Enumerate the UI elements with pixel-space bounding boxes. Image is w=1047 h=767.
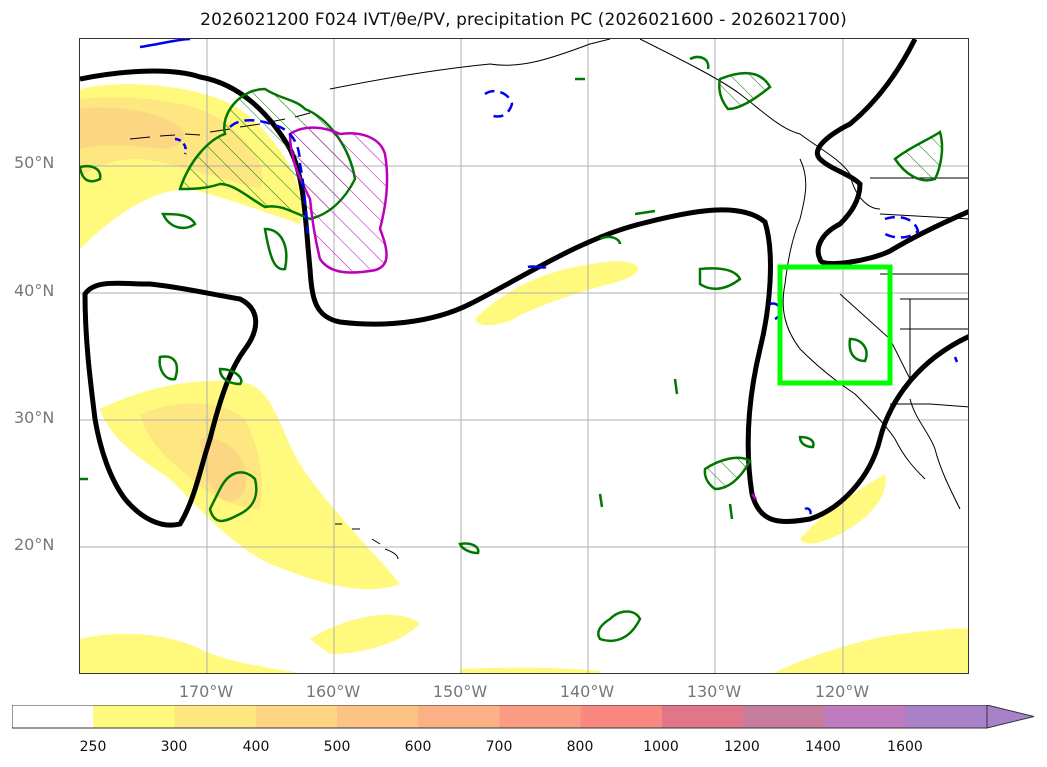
graticule xyxy=(80,39,968,673)
pv-southeast xyxy=(597,610,642,643)
coast-hawaii xyxy=(335,523,399,560)
colorbar-tick-300: 300 xyxy=(160,739,188,755)
black-contour-sw-loop xyxy=(82,280,259,528)
magenta-small-dot xyxy=(751,493,757,500)
green-pv-contours xyxy=(80,55,944,643)
pv-right-1 xyxy=(848,337,868,363)
pv-hatched-central xyxy=(703,456,752,491)
lon-label-160w: 160°W xyxy=(305,682,361,701)
ivt-fill-mid-bottom xyxy=(310,614,420,654)
pv-small-8 xyxy=(598,378,734,520)
ivt-fill-subtropical-core xyxy=(200,438,247,502)
lon-label-130w: 130°W xyxy=(686,682,742,701)
pv-small-4 xyxy=(158,355,179,381)
colorbar-tick-1000: 1000 xyxy=(643,739,679,755)
colorbar-swatch-1 xyxy=(93,705,175,728)
lon-label-120w: 120°W xyxy=(814,682,870,701)
colorbar-tick-800: 800 xyxy=(566,739,594,755)
lon-label-150w: 150°W xyxy=(432,682,488,701)
colorbar-outline xyxy=(12,705,988,729)
ivt-fill-top-bar xyxy=(460,667,600,673)
magenta-hatched-region xyxy=(288,126,389,274)
colorbar-tick-1600: 1600 xyxy=(887,739,923,755)
colorbar-swatch-9 xyxy=(743,705,825,728)
pv-hatched-ne-canada xyxy=(893,129,944,182)
pv-hatched-alaska xyxy=(718,72,772,111)
coast-baja xyxy=(909,398,961,510)
colorbar-swatch-7 xyxy=(580,705,663,728)
blue-solid-top xyxy=(139,39,191,49)
lat-label-50n: 50°N xyxy=(14,153,55,172)
lon-label-170w: 170°W xyxy=(178,682,234,701)
lat-label-30n: 30°N xyxy=(14,408,55,427)
ivt-fill-se-bottom xyxy=(773,628,968,673)
colorbar-swatch-4 xyxy=(337,705,419,728)
border-states-2 xyxy=(839,269,911,380)
pv-small-1 xyxy=(161,212,197,230)
colorbar-swatch-11 xyxy=(905,705,988,728)
blue-dashed-small xyxy=(174,137,187,155)
black-contour-ne xyxy=(815,39,968,267)
colorbar-swatch-8 xyxy=(662,705,744,728)
colorbar-tick-600: 600 xyxy=(404,739,432,755)
map-svg xyxy=(80,39,968,673)
colorbar-swatch-0 xyxy=(12,705,94,728)
pv-small-7 xyxy=(458,542,480,555)
colorbar-swatch-5 xyxy=(418,705,500,728)
lat-label-20n: 20°N xyxy=(14,535,55,554)
region-highlight-box xyxy=(777,264,893,386)
colorbar-tick-250: 250 xyxy=(79,739,107,755)
colorbar-swatch-10 xyxy=(824,705,907,728)
colorbar-swatches xyxy=(12,705,988,728)
blue-dashed-ne xyxy=(884,215,920,239)
pv-small-3 xyxy=(698,267,742,290)
pv-small-5 xyxy=(218,367,243,386)
colorbar-tick-1400: 1400 xyxy=(805,739,841,755)
coast-alaska xyxy=(329,39,881,210)
ivt-fill-aleutian-core xyxy=(80,107,184,149)
blue-solid-3 xyxy=(804,356,959,515)
border-us-mexico xyxy=(890,403,968,408)
colorbar-tick-1200: 1200 xyxy=(724,739,760,755)
colorbar-swatch-3 xyxy=(255,705,338,728)
blue-dashed-aleutian xyxy=(229,119,310,235)
figure-title: 2026021200 F024 IVT/θe/PV, precipitation… xyxy=(200,10,847,30)
blue-contours xyxy=(139,39,959,515)
lon-label-140w: 140°W xyxy=(559,682,615,701)
ivt-fill-sw-bottom xyxy=(80,633,300,673)
pv-subtropical xyxy=(208,471,258,523)
pv-small-6 xyxy=(798,435,815,449)
magenta-contours xyxy=(288,126,757,500)
colorbar-tick-500: 500 xyxy=(323,739,351,755)
colorbar xyxy=(12,705,1035,729)
pv-small-2 xyxy=(263,227,288,271)
colorbar-tick-400: 400 xyxy=(242,739,270,755)
blue-dashed-alaska xyxy=(484,89,514,118)
colorbar-swatch-6 xyxy=(499,705,582,728)
lat-label-40n: 40°N xyxy=(14,281,55,300)
pv-left-edge xyxy=(80,164,102,481)
border-states-1 xyxy=(879,213,968,379)
coast-na-west xyxy=(782,158,926,480)
blue-solid-1 xyxy=(527,265,547,269)
colorbar-tick-700: 700 xyxy=(485,739,513,755)
colorbar-swatch-2 xyxy=(174,705,257,728)
colorbar-extend-arrow xyxy=(986,705,1035,729)
pv-right-2 xyxy=(575,55,710,245)
map-panel xyxy=(79,38,969,674)
